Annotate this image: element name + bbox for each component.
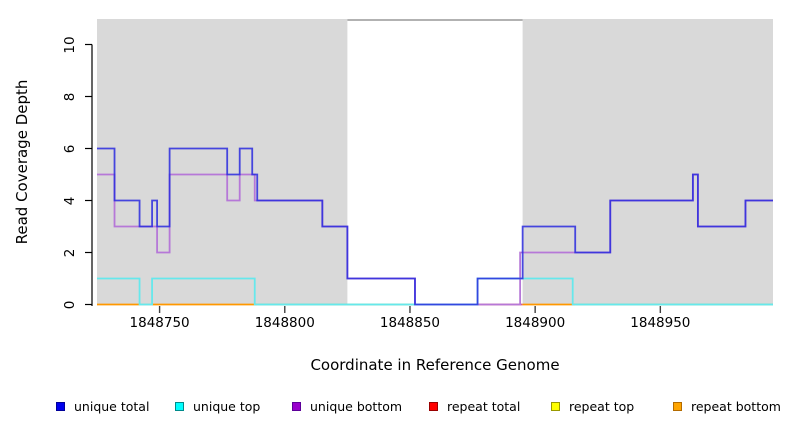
x-tick-label: 1848950 — [630, 315, 691, 331]
y-tick-label: 0 — [62, 300, 78, 309]
legend-label: repeat top — [569, 398, 635, 414]
series-line-unique-total — [97, 147, 773, 306]
y-tick-label: 2 — [62, 248, 78, 257]
series-line-unique-top — [97, 277, 773, 306]
legend-label: unique bottom — [310, 398, 403, 414]
legend-item-unique-bottom: unique bottom — [292, 397, 402, 415]
legend-item-repeat-bottom: repeat bottom — [673, 397, 781, 415]
legend-item-repeat-top: repeat top — [551, 397, 634, 415]
shaded-region — [97, 19, 348, 305]
chart-legend: unique total unique top unique bottom repea… — [0, 397, 792, 421]
shaded-region — [522, 19, 773, 305]
legend-label: unique top — [193, 398, 261, 414]
legend-label: repeat bottom — [691, 398, 781, 414]
x-axis-title: Coordinate in Reference Genome — [310, 356, 560, 374]
legend-swatch-icon — [551, 401, 560, 411]
legend-swatch-icon — [429, 401, 438, 411]
y-tick-label: 6 — [62, 144, 78, 153]
legend-swatch-icon — [673, 401, 682, 411]
y-tick-label: 8 — [62, 92, 78, 101]
legend-swatch-icon — [292, 401, 301, 411]
legend-label: repeat total — [447, 398, 521, 414]
legend-swatch-icon — [175, 401, 184, 411]
legend-swatch-icon — [56, 401, 65, 411]
legend-item-unique-total: unique total — [56, 397, 149, 415]
y-tick-label: 4 — [62, 196, 78, 205]
x-tick-label: 1848750 — [129, 315, 190, 331]
legend-item-repeat-total: repeat total — [429, 397, 520, 415]
x-tick-label: 1848850 — [379, 315, 441, 331]
y-tick-label: 10 — [62, 35, 78, 54]
y-axis-title: Read Coverage Depth — [13, 79, 31, 245]
legend-item-unique-top: unique top — [175, 397, 260, 415]
legend-label: unique total — [74, 398, 150, 414]
x-tick-label: 1848900 — [505, 315, 566, 331]
x-tick-label: 1848800 — [254, 315, 315, 331]
